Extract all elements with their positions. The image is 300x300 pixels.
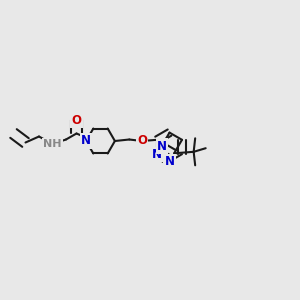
- Text: N: N: [81, 134, 91, 148]
- Text: O: O: [71, 113, 82, 127]
- Text: N: N: [164, 155, 175, 168]
- Text: N: N: [157, 140, 167, 153]
- Text: N: N: [152, 148, 162, 161]
- Text: O: O: [137, 134, 147, 148]
- Text: NH: NH: [43, 139, 62, 149]
